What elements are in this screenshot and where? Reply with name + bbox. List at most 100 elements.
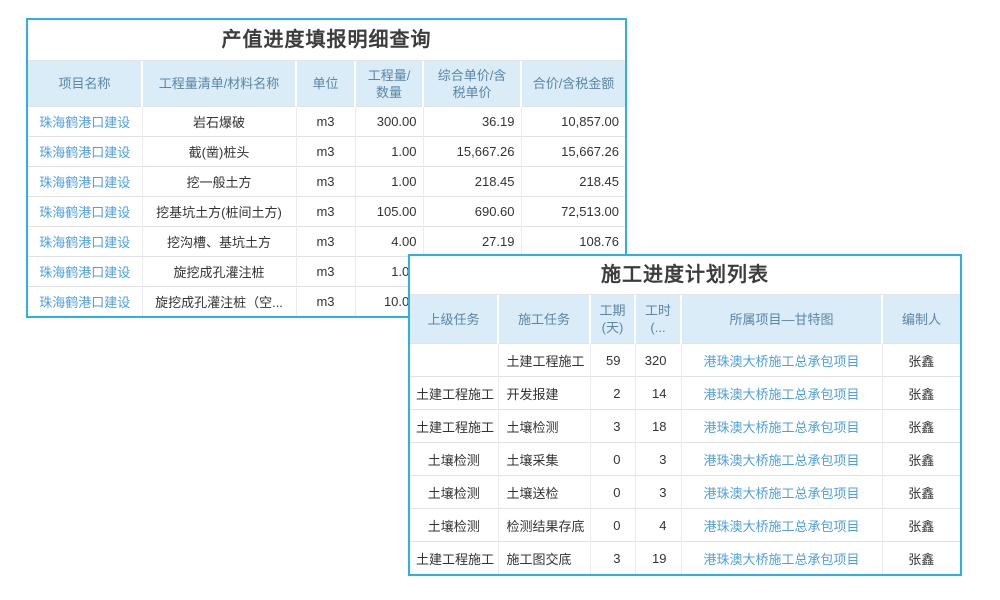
table-row: 珠海鹤港口建设 挖基坑土方(桩间土方) m3 105.00 690.60 72,… — [28, 196, 625, 227]
project-name-link[interactable]: 珠海鹤港口建设 — [39, 235, 131, 250]
cell-total-amount: 15,667.26 — [520, 136, 625, 167]
cell-unit: m3 — [295, 166, 355, 197]
cell-construction-task: 土壤检测 — [497, 409, 590, 443]
gantt-project-link[interactable]: 港珠澳大桥施工总承包项目 — [703, 386, 860, 402]
cell-unit: m3 — [295, 286, 355, 316]
cell-parent-task — [410, 343, 498, 377]
cell-construction-task: 土建工程施工 — [497, 343, 590, 377]
col-header-boq-material-name: 工程量清单/材料名称 — [141, 61, 296, 107]
project-name-link[interactable]: 珠海鹤港口建设 — [39, 265, 131, 280]
gantt-project-link[interactable]: 港珠澳大桥施工总承包项目 — [703, 419, 860, 435]
cell-construction-task: 施工图交底 — [497, 541, 590, 574]
cell-item-name: 截(凿)桩头 — [141, 136, 296, 167]
cell-quantity: 1.00 — [354, 136, 423, 167]
output-value-query-panel: 产值进度填报明细查询 项目名称 工程量清单/材料名称 单位 工程量/数量 综合单… — [26, 18, 627, 318]
cell-duration-days: 59 — [589, 343, 635, 377]
cell-project-gantt: 港珠澳大桥施工总承包项目 — [680, 442, 882, 476]
cell-unit-price: 36.19 — [422, 106, 521, 137]
project-name-link[interactable]: 珠海鹤港口建设 — [39, 175, 131, 190]
cell-project-name: 珠海鹤港口建设 — [28, 106, 142, 137]
cell-project-gantt: 港珠澳大桥施工总承包项目 — [680, 475, 882, 509]
table-row: 土壤检测 土壤采集 0 3 港珠澳大桥施工总承包项目 张鑫 — [410, 442, 960, 476]
project-name-link[interactable]: 珠海鹤港口建设 — [39, 115, 131, 130]
cell-quantity: 105.00 — [354, 196, 423, 227]
table-row: 土建工程施工 土壤检测 3 18 港珠澳大桥施工总承包项目 张鑫 — [410, 409, 960, 443]
cell-construction-task: 检测结果存底 — [497, 508, 590, 542]
header-row: 上级任务 施工任务 工期 (天) 工时 (... 所属项目—甘特图 编制人 — [410, 295, 960, 344]
table-row: 土建工程施工 59 320 港珠澳大桥施工总承包项目 张鑫 — [410, 343, 960, 377]
output-value-query-title: 产值进度填报明细查询 — [28, 20, 625, 61]
project-name-link[interactable]: 珠海鹤港口建设 — [39, 295, 131, 310]
col-header-construction-task: 施工任务 — [497, 295, 590, 344]
cell-project-name: 珠海鹤港口建设 — [28, 286, 142, 316]
gantt-project-link[interactable]: 港珠澳大桥施工总承包项目 — [703, 485, 860, 501]
cell-item-name: 旋挖成孔灌注桩（空... — [141, 286, 296, 316]
output-value-query-table: 项目名称 工程量清单/材料名称 单位 工程量/数量 综合单价/含 税单价 合价/含… — [28, 61, 625, 316]
col-header-author: 编制人 — [881, 295, 960, 344]
table-row: 土壤检测 土壤送检 0 3 港珠澳大桥施工总承包项目 张鑫 — [410, 475, 960, 509]
table-row: 土建工程施工 施工图交底 3 19 港珠澳大桥施工总承包项目 张鑫 — [410, 541, 960, 574]
gantt-project-link[interactable]: 港珠澳大桥施工总承包项目 — [703, 518, 860, 534]
cell-project-name: 珠海鹤港口建设 — [28, 256, 142, 287]
col-header-unit-price: 综合单价/含 税单价 — [422, 61, 521, 107]
cell-work-hours: 320 — [634, 343, 681, 377]
col-header-parent-task: 上级任务 — [410, 295, 498, 344]
cell-project-gantt: 港珠澳大桥施工总承包项目 — [680, 409, 882, 443]
cell-item-name: 挖一般土方 — [141, 166, 296, 197]
col-header-total-amount: 合价/含税金额 — [520, 61, 625, 107]
project-name-link[interactable]: 珠海鹤港口建设 — [39, 205, 131, 220]
cell-construction-task: 开发报建 — [497, 376, 590, 410]
gantt-project-link[interactable]: 港珠澳大桥施工总承包项目 — [703, 551, 860, 567]
cell-unit: m3 — [295, 106, 355, 137]
cell-quantity: 1.00 — [354, 166, 423, 197]
cell-quantity: 4.00 — [354, 226, 423, 257]
cell-total-amount: 72,513.00 — [520, 196, 625, 227]
cell-construction-task: 土壤送检 — [497, 475, 590, 509]
table-row: 土建工程施工 开发报建 2 14 港珠澳大桥施工总承包项目 张鑫 — [410, 376, 960, 410]
cell-unit: m3 — [295, 226, 355, 257]
cell-construction-task: 土壤采集 — [497, 442, 590, 476]
header-row: 项目名称 工程量清单/材料名称 单位 工程量/数量 综合单价/含 税单价 合价/含… — [28, 61, 625, 107]
construction-schedule-title: 施工进度计划列表 — [410, 256, 960, 295]
cell-work-hours: 19 — [634, 541, 681, 574]
cell-author: 张鑫 — [881, 343, 960, 377]
table-row: 土壤检测 检测结果存底 0 4 港珠澳大桥施工总承包项目 张鑫 — [410, 508, 960, 542]
table-row: 珠海鹤港口建设 挖沟槽、基坑土方 m3 4.00 27.19 108.76 — [28, 226, 625, 257]
cell-unit-price: 27.19 — [422, 226, 521, 257]
cell-duration-days: 2 — [589, 376, 635, 410]
table-row: 珠海鹤港口建设 截(凿)桩头 m3 1.00 15,667.26 15,667.… — [28, 136, 625, 167]
cell-unit: m3 — [295, 196, 355, 227]
cell-parent-task: 土建工程施工 — [410, 409, 498, 443]
cell-author: 张鑫 — [881, 409, 960, 443]
cell-work-hours: 14 — [634, 376, 681, 410]
cell-total-amount: 10,857.00 — [520, 106, 625, 137]
cell-project-gantt: 港珠澳大桥施工总承包项目 — [680, 343, 882, 377]
cell-author: 张鑫 — [881, 475, 960, 509]
cell-item-name: 旋挖成孔灌注桩 — [141, 256, 296, 287]
cell-quantity: 300.00 — [354, 106, 423, 137]
cell-duration-days: 0 — [589, 475, 635, 509]
col-header-duration-days: 工期 (天) — [589, 295, 635, 344]
construction-schedule-panel: 施工进度计划列表 上级任务 施工任务 工期 (天) 工时 (... 所属项目—甘特图… — [408, 254, 962, 576]
col-header-unit: 单位 — [295, 61, 355, 107]
gantt-project-link[interactable]: 港珠澳大桥施工总承包项目 — [703, 452, 860, 468]
cell-author: 张鑫 — [881, 442, 960, 476]
cell-work-hours: 18 — [634, 409, 681, 443]
gantt-project-link[interactable]: 港珠澳大桥施工总承包项目 — [703, 353, 860, 369]
project-name-link[interactable]: 珠海鹤港口建设 — [39, 145, 131, 160]
col-header-work-hours: 工时 (... — [634, 295, 681, 344]
cell-parent-task: 土壤检测 — [410, 475, 498, 509]
cell-author: 张鑫 — [881, 376, 960, 410]
cell-unit-price: 218.45 — [422, 166, 521, 197]
cell-duration-days: 3 — [589, 409, 635, 443]
cell-item-name: 岩石爆破 — [141, 106, 296, 137]
cell-author: 张鑫 — [881, 508, 960, 542]
cell-duration-days: 0 — [589, 442, 635, 476]
cell-unit: m3 — [295, 256, 355, 287]
cell-project-name: 珠海鹤港口建设 — [28, 166, 142, 197]
cell-total-amount: 218.45 — [520, 166, 625, 197]
cell-work-hours: 3 — [634, 475, 681, 509]
cell-unit-price: 15,667.26 — [422, 136, 521, 167]
cell-work-hours: 4 — [634, 508, 681, 542]
cell-author: 张鑫 — [881, 541, 960, 574]
